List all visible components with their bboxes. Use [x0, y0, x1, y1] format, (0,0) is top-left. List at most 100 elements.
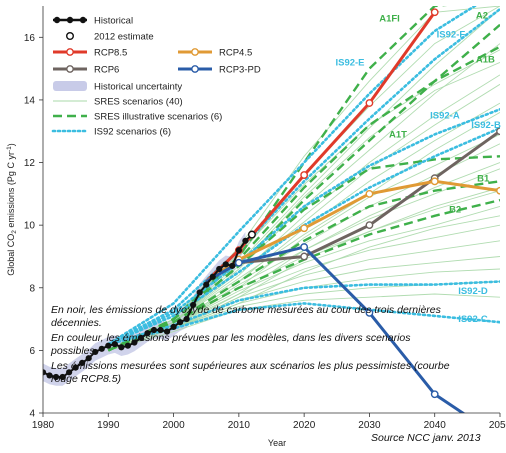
- historical-point-1990: [105, 342, 112, 349]
- legend-rcp3-pd-swatch-dot: [191, 65, 199, 73]
- x-tick-label-2020: 2020: [293, 420, 316, 431]
- historical-point-2010: [235, 247, 242, 254]
- legend: Historical 2012 estimate RCP8.5 RCP4.5 RCP6 R…: [50, 10, 272, 146]
- rcp8-5-point-2030: [365, 99, 374, 107]
- legend-historical-uncertainty-label: Historical uncertainty: [94, 82, 182, 93]
- y-axis-title-part-1: Global CO: [6, 234, 16, 276]
- x-tick-label-2030: 2030: [358, 420, 381, 431]
- legend-historical-uncertainty-swatch: [53, 81, 87, 91]
- is92-f-line: [107, 7, 500, 346]
- y-tick-label-14: 14: [24, 95, 36, 106]
- is92-e-line: [107, 6, 478, 346]
- historical-point-2000: [170, 323, 177, 331]
- annotation-text: En noir, les émissions de dyoxyde de car…: [51, 304, 451, 387]
- legend-historical-swatch-dot-2: [66, 16, 74, 24]
- historical-point-1989: [98, 345, 105, 352]
- x-tick-label-1980: 1980: [32, 420, 55, 431]
- y-axis-title: Global CO2 emissions (Pg C yr-1): [6, 143, 18, 275]
- rcp8-5-point-2040: [430, 8, 439, 17]
- historical-uncertainty-band: [43, 232, 246, 386]
- y-tick-label-16: 16: [24, 33, 36, 44]
- historical-point-1983: [59, 373, 66, 381]
- y-tick-label-6: 6: [29, 346, 35, 357]
- series-layer: [43, 6, 503, 441]
- legend-is92-scenarios-6-label: IS92 scenarios (6): [94, 127, 171, 138]
- legend-sres-scenarios-40-label: SRES scenarios (40): [94, 97, 183, 108]
- annotation-line-2: En couleur, les émissions prévues par le…: [51, 331, 411, 358]
- label-b1: B1: [477, 173, 490, 184]
- x-axis-title: Year: [268, 438, 286, 448]
- historical-point-1998: [157, 326, 164, 334]
- historical-point-2007: [216, 265, 223, 273]
- historical-point-1994: [131, 339, 138, 346]
- rcp3-pd-point-2030: [365, 308, 374, 317]
- is92-b-line: [107, 108, 500, 346]
- historical-point-2004: [196, 289, 203, 296]
- x-tick-label-2010: 2010: [228, 420, 251, 431]
- annotation-line-3: Les émissions mesurées sont supérieures …: [51, 359, 450, 386]
- legend-rcp4-5-swatch-dot: [191, 48, 199, 56]
- label-a1t: A1T: [389, 129, 407, 140]
- label-is92-a: IS92-A: [430, 111, 460, 122]
- axes: 1980 1990 2000 2010 2020 2030 2040 2050 4 6 8 10 12 1…: [6, 6, 506, 448]
- historical-point-2005: [203, 281, 210, 288]
- historical-point-2003: [190, 301, 197, 309]
- uncertainty-layer: [43, 232, 246, 386]
- y-axis-title-part-2: 2: [11, 230, 18, 234]
- y-tick-label-10: 10: [24, 221, 36, 232]
- historical-point-2002: [183, 315, 190, 323]
- rcp4-5-point-2030: [365, 189, 374, 198]
- label-is92-d: IS92-D: [458, 286, 488, 297]
- x-tick-label-2000: 2000: [162, 420, 185, 431]
- y-tick-label-12: 12: [24, 158, 36, 169]
- x-tick-label-1990: 1990: [97, 420, 120, 431]
- historical-point-2009: [229, 262, 236, 269]
- label-a2: A2: [476, 11, 488, 22]
- historical-point-1985: [72, 364, 79, 371]
- x-tick-label-2050: 2050: [489, 420, 506, 431]
- rcp8-5-point-2020: [300, 171, 309, 179]
- historical-point-1984: [66, 369, 73, 376]
- label-b2: B2: [449, 205, 461, 216]
- historical-point-1981: [46, 372, 53, 379]
- historical-point-2006: [209, 273, 216, 280]
- rcp6-point-2030: [365, 221, 374, 230]
- label-is92-f: IS92-F: [437, 29, 466, 40]
- rcp4-5-point-2040: [430, 177, 439, 186]
- rcp4-5-point-2050: [496, 186, 500, 195]
- historical-point-1992: [118, 344, 125, 351]
- legend-2012-estimate-swatch: [65, 32, 74, 41]
- rcp3-pd-point-2010: [234, 258, 243, 267]
- annotation-line-1: En noir, les émissions de dyoxyde de car…: [51, 304, 441, 330]
- source-credit: Source NCC janv. 2013: [371, 432, 481, 444]
- historical-point-1997: [150, 326, 158, 334]
- rcp3-pd-point-2050: [497, 435, 503, 441]
- historical-point-2008: [222, 261, 229, 268]
- y-tick-label-8: 8: [29, 283, 35, 294]
- label-is92-e: IS92-E: [335, 57, 364, 68]
- legend-sres-illustrative-scenarios-6-label: SRES illustrative scenarios (6): [94, 112, 222, 123]
- label-is92-c: IS92-C: [458, 314, 488, 325]
- historical-point-1987: [85, 355, 92, 362]
- series-labels: A1FI IS92-F A2 A1B IS92-E IS92-A IS92-B A1T B1 B2…: [335, 11, 501, 326]
- historical-point-1995: [137, 334, 145, 341]
- rcp6-point-2050: [496, 127, 500, 136]
- historical-point-1993: [124, 342, 131, 349]
- historical-point-1986: [79, 359, 86, 367]
- historical-point-1980: [43, 369, 47, 376]
- estimate-2012-point: [247, 230, 256, 239]
- legend-2012-estimate-label: 2012 estimate: [94, 32, 154, 43]
- rcp4-5-point-2020: [300, 224, 309, 233]
- legend-rcp4-5-label: RCP4.5: [219, 48, 252, 59]
- legend-rcp8-5-label: RCP8.5: [94, 48, 127, 59]
- sres-scenario-line-16: [108, 293, 500, 351]
- legend-historical-swatch-dot-3: [79, 16, 87, 24]
- legend-rcp6-label: RCP6: [94, 65, 119, 76]
- legend-historical-label: Historical: [94, 16, 133, 27]
- y-axis-title-part-3: emissions (Pg C yr: [6, 152, 16, 230]
- historical-point-1991: [111, 341, 118, 348]
- y-tick-label-4: 4: [29, 409, 35, 420]
- label-is92-b: IS92-B: [471, 120, 501, 131]
- rcp3-pd-point-2020: [300, 243, 309, 251]
